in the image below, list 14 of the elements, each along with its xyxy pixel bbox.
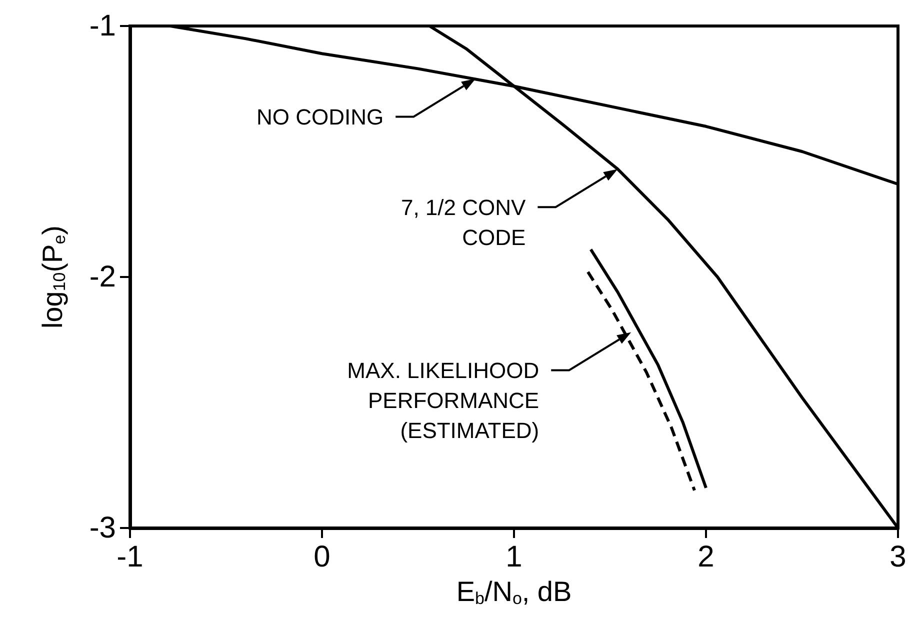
x-tick-label: 3: [890, 540, 906, 574]
y-tick-label: -3: [89, 512, 116, 544]
annotation: NO CODING: [256, 104, 384, 130]
x-tick-label: -1: [116, 540, 144, 574]
y-tick-label: -1: [89, 10, 116, 42]
y-axis-title: log10(Pe): [37, 225, 69, 329]
line-series: [586, 270, 696, 492]
line-series: [589, 248, 708, 490]
annotation: MAX. LIKELIHOOD PERFORMANCE (ESTIMATED): [347, 358, 540, 444]
x-tick-label: 1: [506, 540, 522, 574]
y-tick-label: -2: [89, 260, 116, 294]
x-tick-label: 2: [698, 540, 714, 574]
annotation: 7, 1/2 CONV CODE: [400, 195, 526, 250]
x-tick-label: 0: [314, 540, 330, 574]
